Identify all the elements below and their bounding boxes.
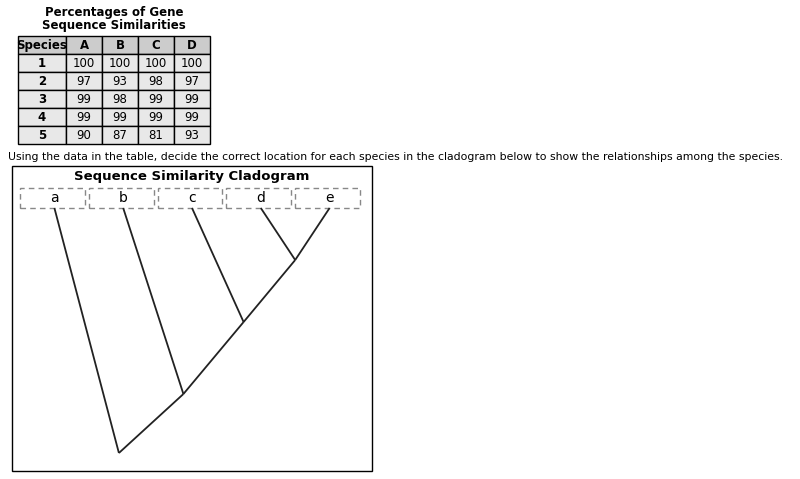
Bar [138, 72, 174, 90]
Bar [89, 188, 154, 208]
Bar [138, 90, 174, 108]
Bar [20, 188, 85, 208]
Bar [138, 36, 174, 54]
Text: 93: 93 [185, 128, 199, 141]
Text: B: B [115, 38, 125, 52]
Text: 4: 4 [38, 111, 46, 124]
Bar [102, 36, 138, 54]
Text: 99: 99 [77, 92, 91, 105]
Text: 2: 2 [38, 75, 46, 88]
Bar [66, 36, 102, 54]
Bar [174, 90, 210, 108]
Bar [66, 108, 102, 126]
Text: 97: 97 [185, 75, 199, 88]
Text: Sequence Similarities: Sequence Similarities [42, 19, 186, 32]
Bar [138, 126, 174, 144]
Text: 5: 5 [38, 128, 46, 141]
Bar [158, 188, 222, 208]
Bar [18, 90, 66, 108]
Text: 93: 93 [113, 75, 127, 88]
Text: 90: 90 [77, 128, 91, 141]
Text: A: A [79, 38, 89, 52]
Bar [66, 90, 102, 108]
Text: c: c [188, 191, 196, 205]
Text: 100: 100 [109, 57, 131, 69]
Text: b: b [118, 191, 128, 205]
Bar [138, 108, 174, 126]
Text: 99: 99 [185, 111, 199, 124]
Bar [18, 36, 66, 54]
Text: 99: 99 [149, 92, 163, 105]
Bar [66, 54, 102, 72]
Bar [18, 54, 66, 72]
Text: 98: 98 [113, 92, 127, 105]
Bar [174, 72, 210, 90]
Text: d: d [256, 191, 266, 205]
Text: e: e [326, 191, 334, 205]
Text: Sequence Similarity Cladogram: Sequence Similarity Cladogram [74, 170, 310, 183]
Bar [295, 188, 360, 208]
Bar [174, 126, 210, 144]
Bar [18, 126, 66, 144]
Text: C: C [152, 38, 160, 52]
Text: 100: 100 [73, 57, 95, 69]
Text: a: a [50, 191, 58, 205]
Bar [18, 108, 66, 126]
Bar [102, 90, 138, 108]
Text: 99: 99 [77, 111, 91, 124]
Bar [226, 188, 291, 208]
Bar [102, 108, 138, 126]
Bar [12, 166, 372, 471]
Text: Percentages of Gene: Percentages of Gene [45, 6, 183, 19]
Text: 1: 1 [38, 57, 46, 69]
Text: Using the data in the table, decide the correct location for each species in the: Using the data in the table, decide the … [8, 152, 783, 162]
Bar [66, 126, 102, 144]
Bar [66, 72, 102, 90]
Text: 99: 99 [185, 92, 199, 105]
Text: 3: 3 [38, 92, 46, 105]
Bar [18, 72, 66, 90]
Bar [174, 36, 210, 54]
Text: D: D [187, 38, 197, 52]
Bar [174, 54, 210, 72]
Text: 87: 87 [113, 128, 127, 141]
Text: 97: 97 [77, 75, 91, 88]
Text: 98: 98 [149, 75, 163, 88]
Bar [174, 108, 210, 126]
Text: 99: 99 [113, 111, 127, 124]
Text: 81: 81 [149, 128, 163, 141]
Bar [102, 54, 138, 72]
Bar [138, 54, 174, 72]
Bar [102, 126, 138, 144]
Text: Species: Species [17, 38, 67, 52]
Text: 100: 100 [145, 57, 167, 69]
Bar [102, 72, 138, 90]
Text: 100: 100 [181, 57, 203, 69]
Text: 99: 99 [149, 111, 163, 124]
